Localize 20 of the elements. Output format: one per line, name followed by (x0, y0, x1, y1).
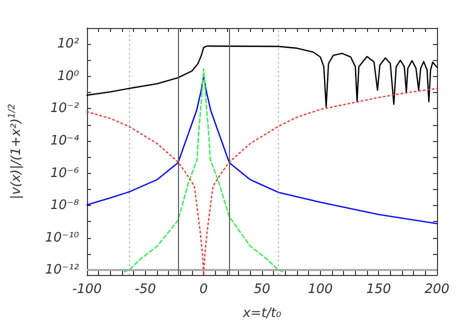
x-tick-label: 150 (366, 282, 392, 297)
y-tick-label: 10⁻⁶ (50, 166, 79, 181)
y-tick-label: 10⁻⁴ (50, 134, 80, 148)
y-tick-label: 10² (57, 36, 79, 52)
line-series (86, 45, 438, 108)
y-tick-label: 10⁻¹⁰ (45, 230, 80, 246)
x-axis-title: x=t/t₀ (242, 306, 282, 321)
x-tick-label: -100 (72, 282, 102, 297)
x-tick-label: 200 (424, 282, 450, 297)
line-series (124, 68, 284, 272)
line-series (86, 74, 438, 224)
x-tick-label: 0 (200, 282, 208, 297)
y-tick-label: 10⁻¹² (45, 262, 79, 278)
x-tick-label: 50 (254, 282, 270, 297)
y-tick-label: 10⁻⁸ (50, 198, 79, 214)
y-tick-label: 10⁰ (57, 68, 80, 84)
y-axis-title: |v(x)|/(1+x²)1/2 (8, 104, 24, 200)
y-tick-label: 10⁻² (50, 101, 79, 116)
x-tick-label: 100 (308, 282, 333, 297)
x-tick-label: -50 (134, 282, 156, 297)
